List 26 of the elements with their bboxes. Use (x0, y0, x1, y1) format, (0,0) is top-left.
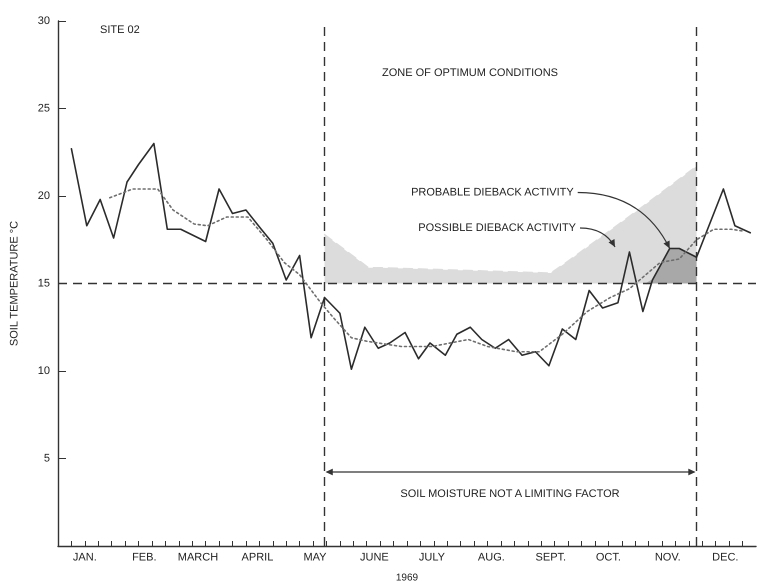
x-tick-label: FEB. (132, 552, 157, 564)
annotation: POSSIBLE DIEBACK ACTIVITY (418, 222, 577, 234)
annotation: SOIL MOISTURE NOT A LIMITING FACTOR (400, 488, 620, 500)
y-tick-label: 20 (38, 190, 50, 202)
x-tick-label: JUNE (360, 552, 389, 564)
x-tick-label: APRIL (242, 552, 274, 564)
x-tick-label: MARCH (178, 552, 218, 564)
annotation: PROBABLE DIEBACK ACTIVITY (411, 186, 574, 198)
y-axis-title: SOIL TEMPERATURE °C (8, 220, 20, 346)
y-tick-label: 15 (38, 278, 50, 290)
x-tick-label: NOV. (654, 552, 681, 564)
y-tick-label: 25 (38, 102, 50, 114)
x-tick-label: AUG. (478, 552, 505, 564)
x-tick-label: JULY (418, 552, 446, 564)
line-series (108, 188, 744, 353)
y-tick-label: 5 (44, 452, 50, 464)
annotation: ZONE OF OPTIMUM CONDITIONS (382, 67, 558, 79)
y-tick-label: 30 (38, 15, 50, 27)
x-tick-label: DEC. (712, 552, 738, 564)
x-tick-label: SEPT. (536, 552, 566, 564)
x-tick-label: MAY (303, 552, 328, 564)
x-axis-title: 1969 (396, 572, 419, 584)
x-tick-label: JAN. (72, 552, 97, 564)
y-tick-label: 10 (38, 365, 50, 377)
annotation: SITE 02 (100, 24, 140, 36)
x-tick-label: OCT. (596, 552, 621, 564)
